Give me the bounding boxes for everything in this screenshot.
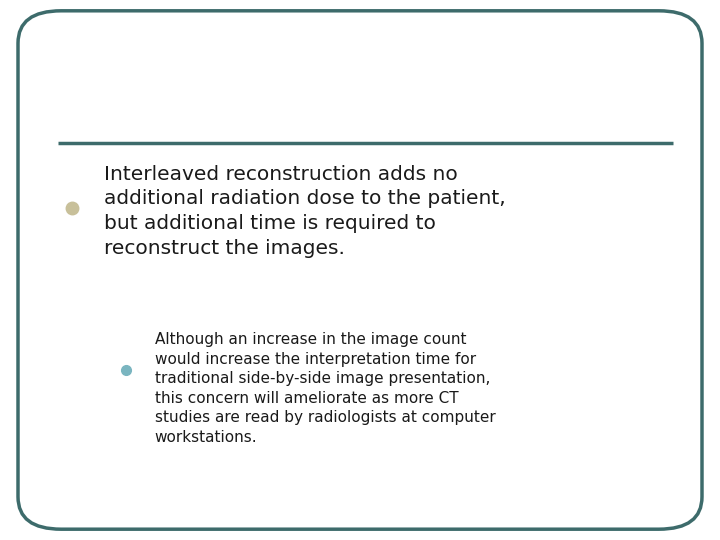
FancyBboxPatch shape (18, 11, 702, 529)
Text: Although an increase in the image count
would increase the interpretation time f: Although an increase in the image count … (155, 332, 495, 445)
Text: Interleaved reconstruction adds no
additional radiation dose to the patient,
but: Interleaved reconstruction adds no addit… (104, 165, 506, 258)
